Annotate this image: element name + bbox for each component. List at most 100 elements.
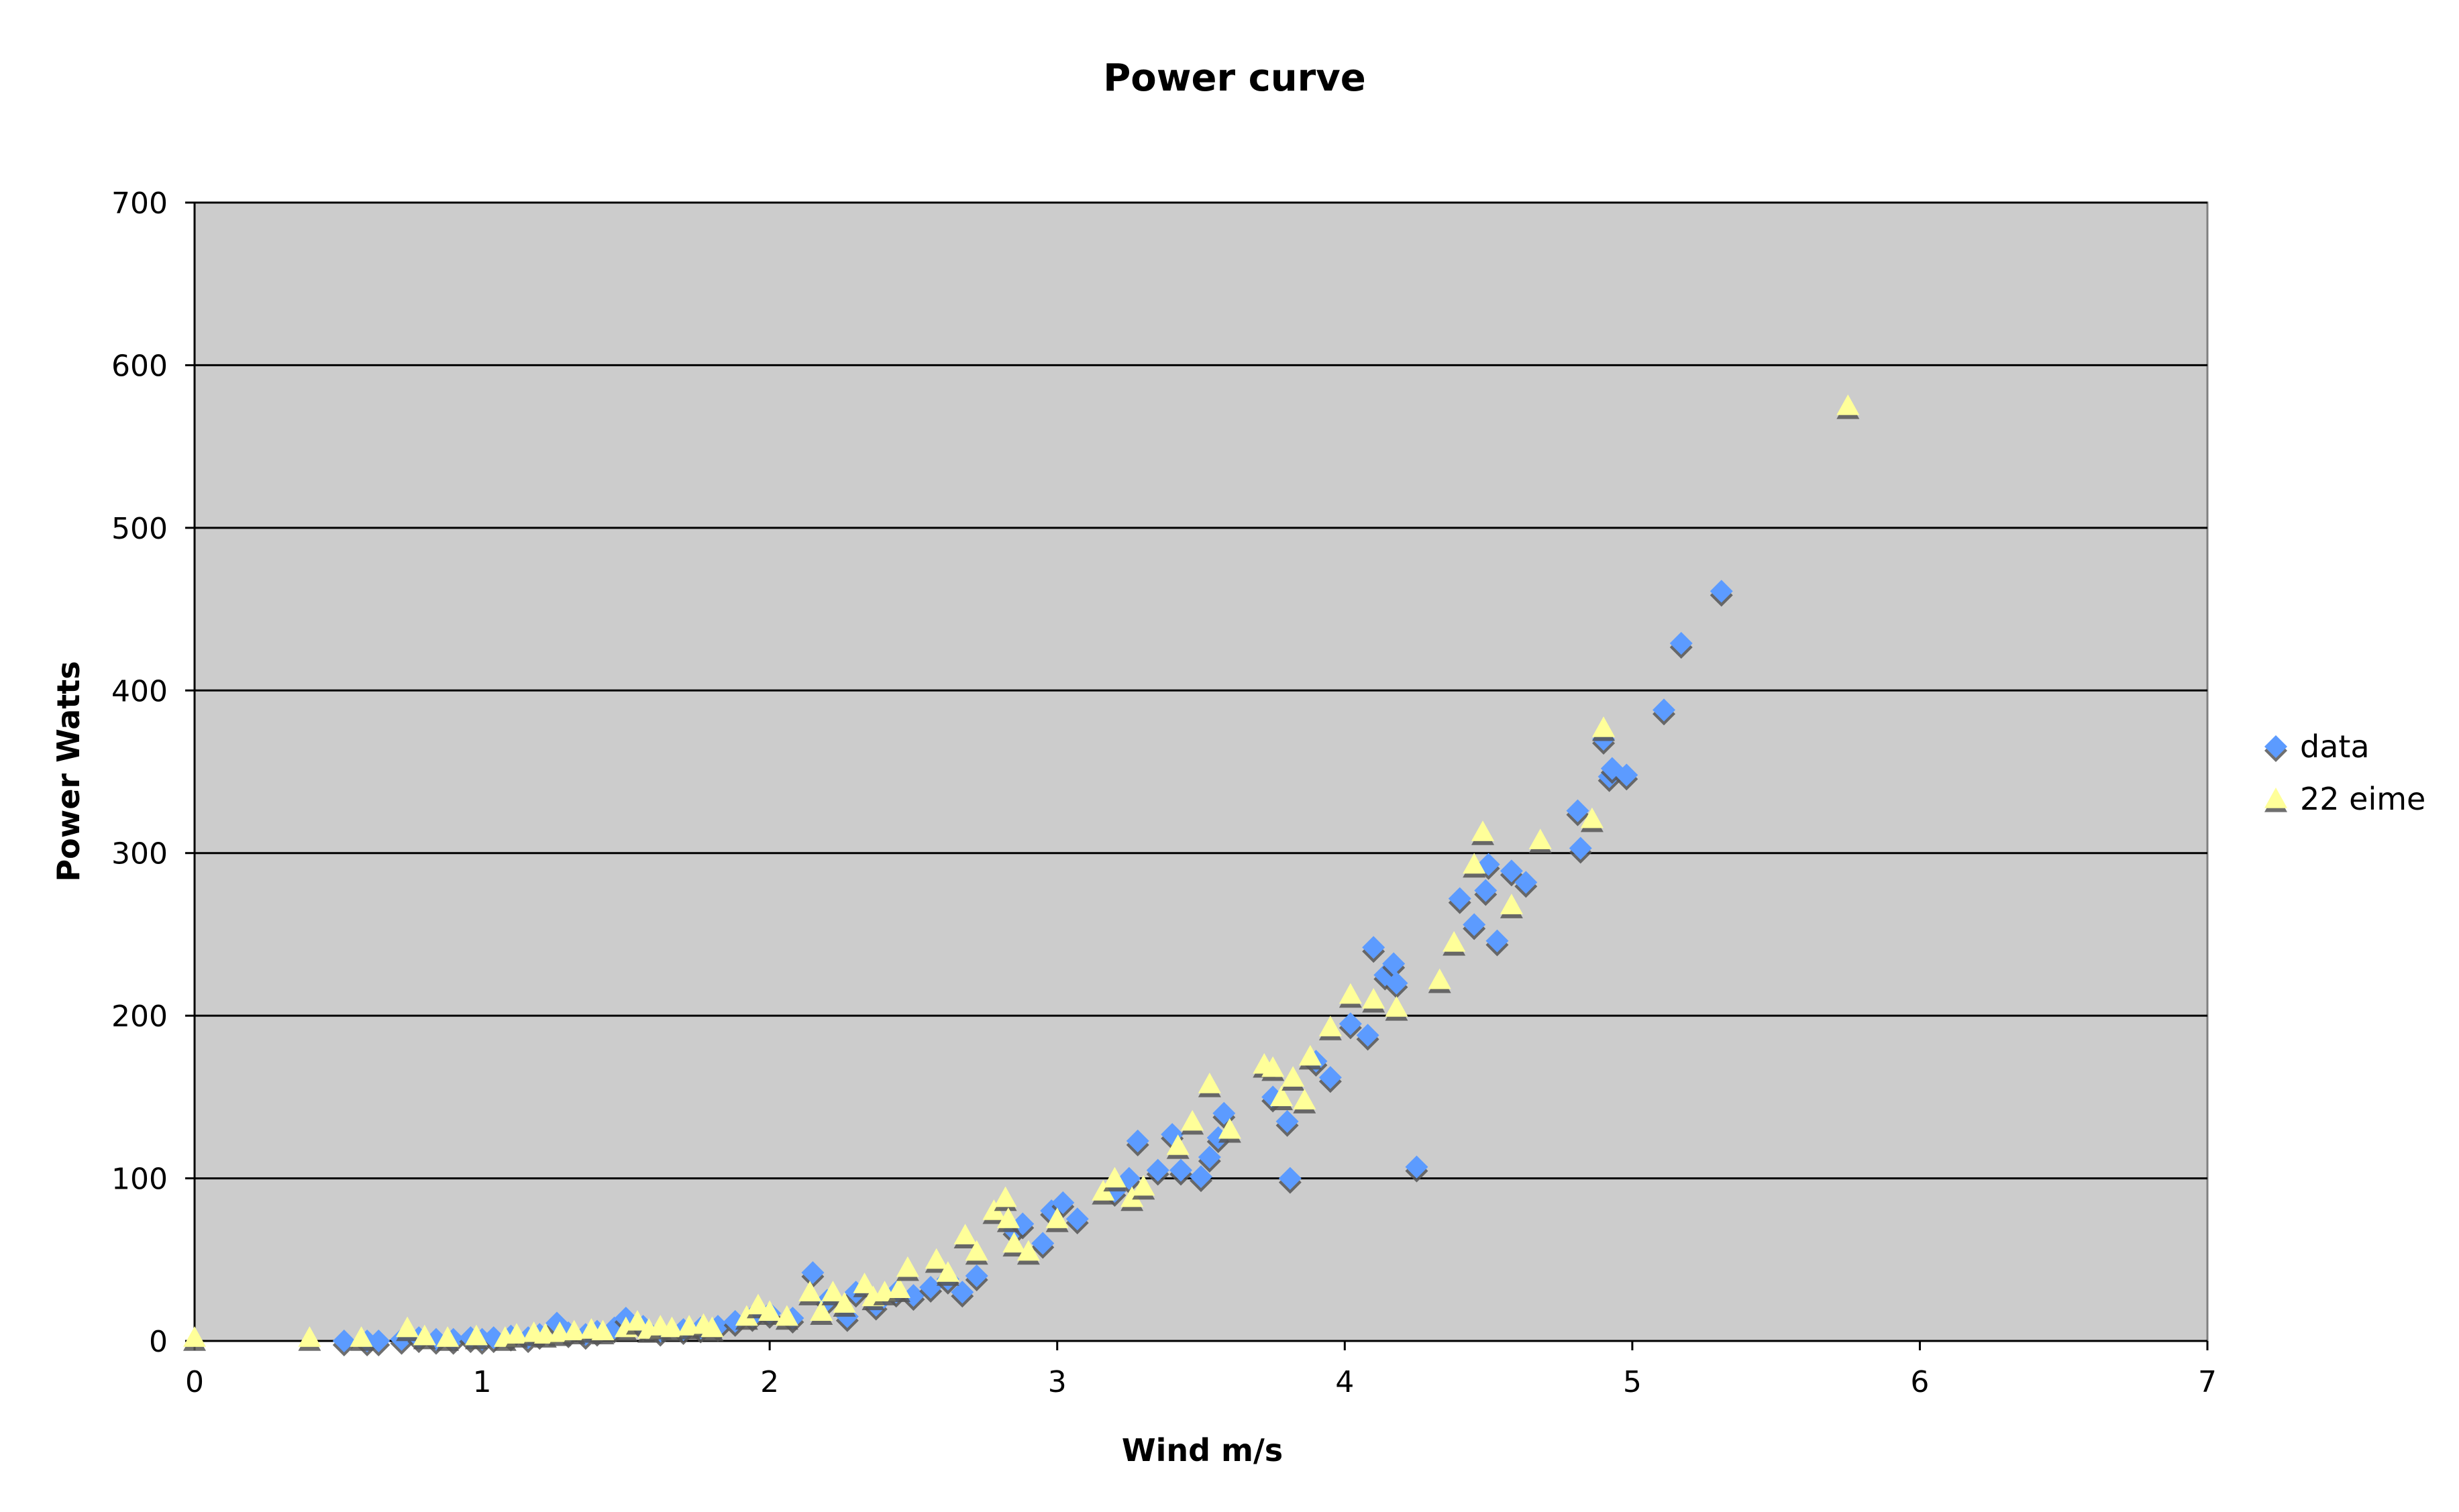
data-point (413, 1324, 436, 1346)
x-tick-label: 7 (2198, 1365, 2217, 1399)
y-tick-label: 700 (111, 186, 168, 221)
data-point (1293, 1089, 1316, 1110)
legend-item: data (2264, 728, 2370, 765)
data-point (591, 1319, 615, 1341)
data-point (982, 1199, 1006, 1220)
data-point (1528, 828, 1552, 849)
data-point (1166, 1134, 1190, 1155)
data-point (626, 1309, 649, 1331)
y-tick-label: 500 (111, 512, 168, 546)
legend-item: 22 eime (2264, 781, 2425, 817)
y-tick-label: 600 (111, 349, 168, 383)
data-point (919, 1275, 943, 1299)
data-point (735, 1305, 758, 1326)
data-point (1339, 983, 1362, 1004)
data-point (1275, 1110, 1299, 1133)
data-point (833, 1292, 856, 1313)
data-point (821, 1281, 845, 1301)
y-tick-label: 300 (111, 837, 168, 871)
plot-area (193, 201, 2209, 1342)
data-point (1045, 1207, 1069, 1228)
data-point (1218, 1118, 1241, 1139)
data-point (1126, 1129, 1149, 1152)
data-point (1198, 1072, 1221, 1093)
data-point (660, 1316, 684, 1338)
data-point (1281, 1066, 1305, 1087)
data-point (1318, 1016, 1342, 1036)
data-point (1443, 931, 1466, 952)
data-point (1065, 1207, 1089, 1231)
data-point (1471, 820, 1494, 841)
y-axis-ticks: 0 100 200 300 400 500 600 700 (111, 186, 195, 1359)
data-point (367, 1330, 390, 1352)
x-tick-label: 5 (1623, 1365, 1642, 1399)
data-point (1270, 1085, 1293, 1106)
data-point (1362, 936, 1385, 959)
data-point (1500, 894, 1523, 914)
data-point (562, 1319, 586, 1341)
x-axis-title: Wind m/s (1122, 1432, 1283, 1468)
data-point (1592, 716, 1615, 737)
data-point (1356, 1024, 1379, 1047)
data-point (1092, 1179, 1115, 1201)
y-tick-label: 400 (111, 674, 168, 708)
legend: data 22 eime (2264, 728, 2425, 817)
x-tick-label: 3 (1048, 1365, 1067, 1399)
data-point (1278, 1167, 1302, 1190)
data-point (1500, 859, 1523, 883)
data-point (1120, 1186, 1144, 1207)
data-point (436, 1326, 460, 1347)
data-point (1318, 1066, 1342, 1089)
data-point (700, 1316, 724, 1338)
data-point (810, 1300, 833, 1321)
data-point (1198, 1146, 1221, 1169)
data-point (798, 1281, 822, 1301)
data-point (1016, 1240, 1040, 1261)
data-point (1385, 996, 1408, 1017)
data-point (1405, 1155, 1428, 1179)
data-point (775, 1305, 798, 1326)
data-point (1362, 987, 1385, 1009)
data-point (332, 1330, 356, 1352)
data-point (758, 1300, 782, 1321)
data-point (925, 1248, 948, 1269)
data-point (298, 1326, 321, 1347)
data-point (953, 1224, 977, 1245)
data-point (1298, 1044, 1322, 1066)
data-point (1566, 799, 1589, 822)
series-layer (183, 394, 1860, 1352)
data-point (853, 1273, 876, 1293)
data-point (965, 1264, 988, 1288)
data-point (1428, 968, 1451, 989)
data-point (1031, 1232, 1055, 1255)
x-tick-label: 2 (760, 1365, 779, 1399)
legend-marker (2264, 735, 2287, 758)
gridlines (195, 201, 2207, 1180)
data-point (1580, 807, 1604, 828)
data-point (1836, 394, 1860, 415)
data-point (614, 1316, 637, 1338)
data-point (1002, 1232, 1026, 1253)
data-point (183, 1326, 206, 1347)
data-point (1146, 1158, 1169, 1182)
x-tick-label: 6 (1910, 1365, 1929, 1399)
data-point (396, 1316, 419, 1338)
data-point (1382, 952, 1406, 975)
data-point (1011, 1212, 1035, 1236)
legend-marker (2264, 788, 2287, 808)
data-point (1669, 631, 1693, 655)
data-point (1615, 763, 1638, 787)
data-point (465, 1324, 488, 1346)
x-tick-label: 1 (473, 1365, 492, 1399)
x-tick-label: 0 (185, 1365, 204, 1399)
data-point (1474, 879, 1498, 902)
chart-title: Power curve (1103, 56, 1366, 100)
data-point (505, 1323, 528, 1344)
data-point (1103, 1167, 1127, 1188)
data-point (1190, 1165, 1212, 1189)
data-point (1569, 836, 1592, 860)
legend-label: data (2300, 728, 2370, 765)
series-22-eime (183, 394, 1860, 1347)
